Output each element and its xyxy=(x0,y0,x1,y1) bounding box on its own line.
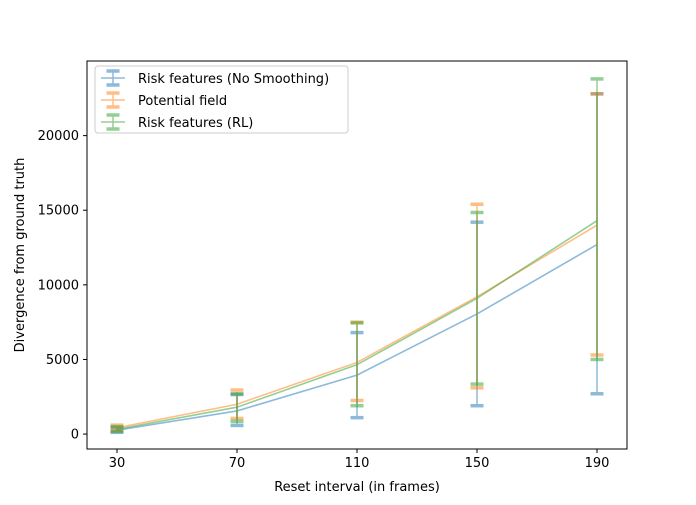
x-tick-label: 30 xyxy=(109,456,126,471)
x-tick-label: 110 xyxy=(345,456,370,471)
legend-handle xyxy=(101,113,125,131)
x-axis-label: Reset interval (in frames) xyxy=(274,480,440,495)
y-tick-label: 0 xyxy=(71,428,79,443)
legend-handle xyxy=(101,69,125,87)
x-tick-label: 190 xyxy=(585,456,610,471)
y-tick-label: 10000 xyxy=(38,278,79,293)
legend-label: Risk features (No Smoothing) xyxy=(138,72,329,87)
y-axis-label: Divergence from ground truth xyxy=(13,158,28,353)
legend-label: Risk features (RL) xyxy=(138,116,253,131)
y-tick-label: 5000 xyxy=(46,353,79,368)
legend-handle xyxy=(101,91,125,109)
y-tick-label: 20000 xyxy=(38,129,79,144)
legend-box xyxy=(94,65,349,134)
x-tick-label: 70 xyxy=(229,456,246,471)
plot-area xyxy=(110,77,604,435)
legend: Risk features (No Smoothing) Potential fi… xyxy=(94,65,349,134)
series-line xyxy=(116,220,598,431)
axes: 30 70 110 150 190 0 5000 10000 15000 20000 xyxy=(38,60,628,471)
legend-label: Potential field xyxy=(138,94,227,109)
series-3 xyxy=(110,77,604,434)
x-tick-label: 150 xyxy=(465,456,490,471)
y-tick-label: 15000 xyxy=(38,204,79,219)
